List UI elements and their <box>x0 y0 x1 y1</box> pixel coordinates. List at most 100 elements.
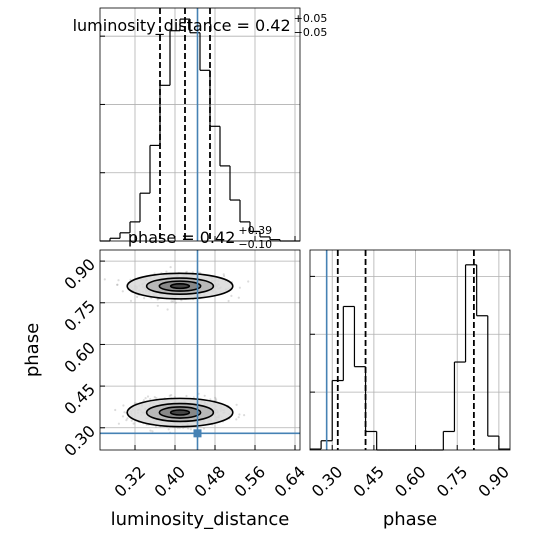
sample-point <box>247 280 250 283</box>
sample-point <box>166 308 169 311</box>
sample-point <box>143 297 146 300</box>
sample-point <box>121 415 125 418</box>
hist-luminosity-distance-panel <box>99 7 301 242</box>
y-tick-label: 0.30 <box>60 421 99 460</box>
truth-marker <box>193 429 202 438</box>
density-level <box>170 283 190 289</box>
sample-point <box>222 273 225 276</box>
sample-point <box>243 414 246 417</box>
sample-point <box>235 418 238 421</box>
histogram-phase <box>310 264 510 451</box>
sample-point <box>136 295 139 298</box>
sample-point <box>125 419 128 422</box>
tick-marks <box>100 35 296 241</box>
y-tick-label: 0.90 <box>60 255 99 294</box>
contour-line <box>158 280 202 292</box>
sample-point <box>133 402 136 405</box>
panel-frame <box>99 249 301 451</box>
sample-point <box>191 271 194 274</box>
contour-line <box>158 406 202 419</box>
contour-line <box>126 397 234 428</box>
sample-point <box>169 266 172 269</box>
contour-line <box>169 283 191 290</box>
x-tick-labels-luminosity-distance: 0.32 0.40 0.48 0.56 0.64 <box>111 462 310 501</box>
x-tick-label: 0.56 <box>231 462 270 501</box>
sample-point <box>149 398 152 401</box>
sample-point <box>121 290 124 293</box>
sample-point <box>123 411 126 414</box>
sample-point <box>132 422 135 425</box>
sample-point <box>214 396 217 399</box>
density-level <box>170 409 190 416</box>
y-axis-label-phase: phase <box>22 323 43 377</box>
y-tick-label: 0.60 <box>60 338 99 377</box>
sample-point <box>146 395 150 398</box>
sample-point <box>129 299 133 302</box>
x-tick-label: 0.40 <box>151 462 190 501</box>
sample-point <box>203 394 206 397</box>
title-phase-lower-error: −0.10 <box>238 238 272 251</box>
sample-point <box>142 399 145 402</box>
sample-point <box>103 278 106 281</box>
x-tick-label: 0.45 <box>349 462 388 501</box>
truth-crosshair <box>100 250 300 450</box>
contour-line <box>145 277 215 295</box>
ld-bins <box>100 18 300 242</box>
sample-point <box>151 430 154 433</box>
sample-point <box>126 417 129 420</box>
sample-point <box>144 397 147 400</box>
quantile-lines <box>159 8 211 241</box>
sample-point <box>156 298 159 301</box>
sample-point <box>230 294 233 297</box>
contour-lines <box>126 272 234 428</box>
tick-marks <box>100 260 296 450</box>
x-tick-label: 0.32 <box>111 462 150 501</box>
sample-point <box>170 394 173 397</box>
sample-point <box>156 304 159 307</box>
x-tick-label: 0.64 <box>271 462 310 501</box>
sample-point <box>117 279 120 282</box>
title-phase: phase = 0.42 <box>128 228 235 247</box>
y-tick-label: 0.75 <box>60 296 99 335</box>
sample-point <box>117 422 120 425</box>
sample-point <box>238 413 241 416</box>
hist-phase-panel <box>309 249 511 451</box>
sample-point <box>237 416 240 419</box>
x-tick-label: 0.90 <box>474 462 513 501</box>
sample-point <box>237 296 240 299</box>
sample-point <box>114 408 117 412</box>
y-tick-labels-phase: 0.300.450.600.750.90 <box>60 255 99 460</box>
sample-point <box>185 270 188 273</box>
sample-point <box>149 429 152 432</box>
grid-lines <box>100 8 300 241</box>
sample-point <box>167 428 170 431</box>
x-axis-label-phase: phase <box>383 509 437 530</box>
panel-frame <box>309 249 511 451</box>
title-luminosity-distance: luminosity_distance = 0.42 <box>73 16 291 36</box>
phase-bins <box>310 264 510 451</box>
joint-panel <box>99 249 301 451</box>
sample-point <box>170 300 173 303</box>
histogram-luminosity-distance <box>100 18 300 242</box>
tick-marks <box>310 275 500 450</box>
sample-point <box>227 299 230 303</box>
x-tick-label: 0.30 <box>308 462 347 501</box>
contour-line <box>145 402 215 423</box>
sample-point <box>223 274 226 278</box>
sample-point <box>153 396 156 399</box>
x-tick-label: 0.75 <box>433 462 472 501</box>
sample-point <box>165 270 168 273</box>
contour-line <box>169 409 191 416</box>
x-tick-labels-phase: 0.30 0.45 0.60 0.75 0.90 <box>308 462 513 501</box>
sample-point <box>174 301 177 304</box>
sample-point <box>116 283 119 286</box>
title-phase-upper-error: +0.39 <box>238 224 272 237</box>
y-tick-label: 0.45 <box>60 380 99 419</box>
sample-point <box>185 394 188 398</box>
sample-point <box>198 271 201 274</box>
sample-point <box>122 404 125 407</box>
grid-lines <box>310 250 510 450</box>
quantile-lines <box>336 250 475 450</box>
sample-point <box>215 398 218 401</box>
